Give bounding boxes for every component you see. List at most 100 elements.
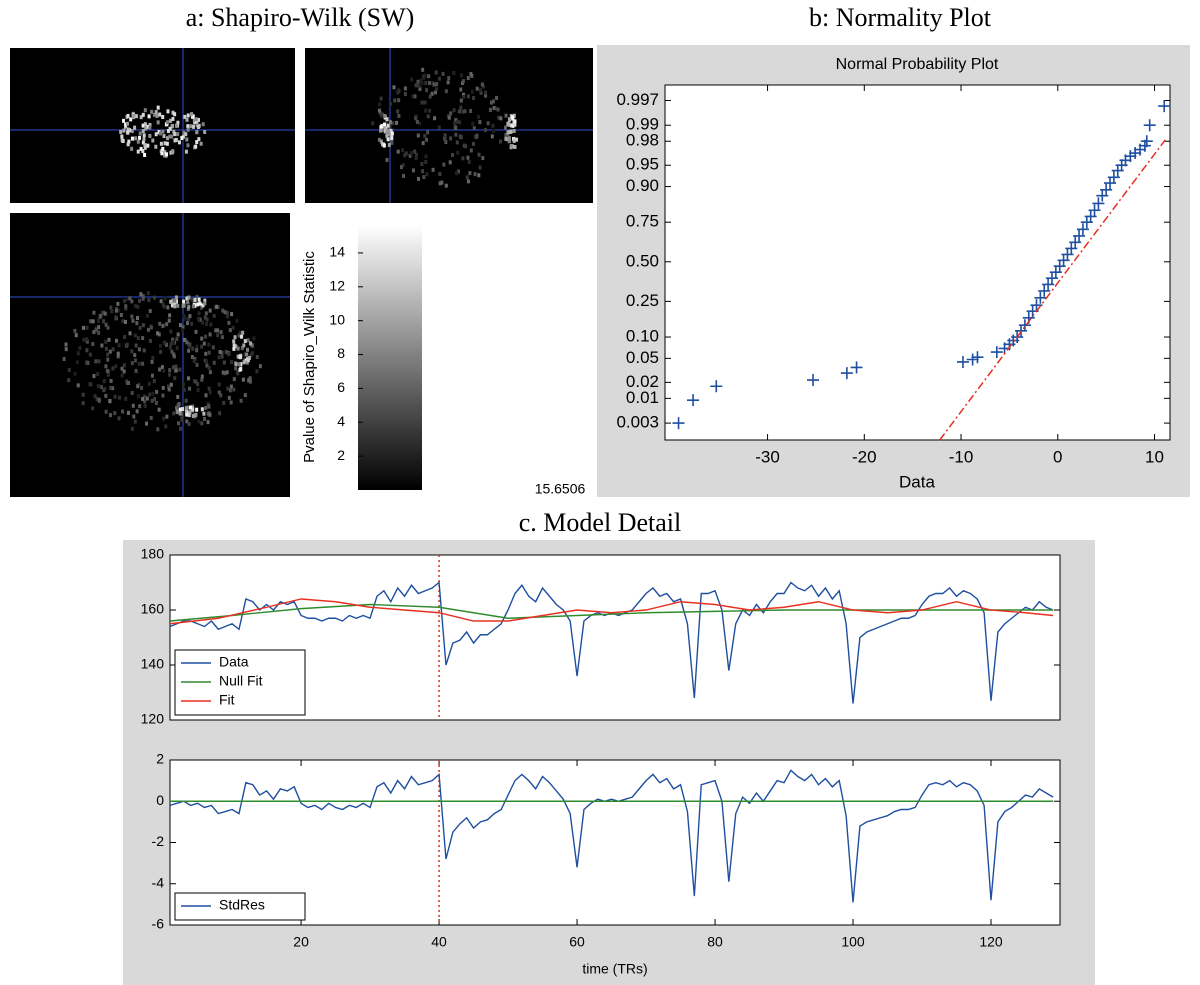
voxel — [138, 404, 142, 409]
voxel — [379, 113, 383, 118]
voxel — [117, 416, 121, 421]
voxel — [134, 368, 138, 373]
voxel — [456, 169, 460, 174]
voxel — [173, 376, 177, 381]
voxel — [195, 130, 199, 135]
voxel — [178, 411, 182, 416]
voxel — [130, 146, 134, 151]
voxel — [136, 384, 140, 389]
voxel — [125, 342, 129, 347]
voxel — [85, 348, 89, 353]
voxel — [513, 145, 517, 150]
voxel — [379, 96, 383, 101]
voxel — [401, 163, 405, 168]
voxel — [449, 136, 453, 141]
voxel — [203, 298, 207, 303]
voxel — [227, 395, 231, 400]
voxel — [165, 322, 169, 327]
voxel — [410, 77, 414, 82]
voxel — [155, 389, 159, 394]
voxel — [380, 127, 384, 132]
voxel — [385, 117, 389, 122]
voxel — [135, 409, 139, 414]
x-axis-label: Data — [899, 472, 935, 491]
voxel — [138, 298, 142, 303]
voxel — [100, 385, 104, 390]
voxel — [169, 118, 173, 123]
voxel — [181, 325, 185, 330]
voxel — [203, 130, 207, 135]
voxel — [176, 132, 180, 137]
voxel — [158, 112, 162, 117]
voxel — [469, 148, 473, 153]
legend-label: Data — [219, 654, 249, 670]
voxel — [74, 333, 78, 338]
voxel — [131, 318, 135, 323]
voxel — [386, 128, 390, 133]
voxel — [204, 405, 208, 410]
voxel — [159, 343, 163, 348]
voxel — [136, 304, 140, 309]
voxel — [234, 344, 238, 349]
voxel — [181, 328, 185, 333]
voxel — [197, 137, 201, 142]
voxel — [236, 346, 240, 351]
voxel — [168, 134, 172, 139]
voxel — [476, 114, 480, 119]
voxel — [114, 364, 118, 369]
voxel — [168, 368, 172, 373]
point — [840, 367, 853, 380]
voxel — [384, 126, 388, 131]
voxel — [471, 141, 475, 146]
voxel — [188, 342, 192, 347]
voxel — [232, 339, 236, 344]
voxel — [447, 76, 451, 81]
voxel — [143, 394, 147, 399]
voxel — [150, 109, 154, 114]
colorbar-label: Pvalue of Shapiro_Wilk Statistic — [301, 251, 318, 463]
voxel — [190, 355, 194, 360]
voxel — [133, 303, 137, 308]
voxel — [96, 318, 100, 323]
voxel — [484, 93, 488, 98]
voxel — [185, 405, 189, 410]
voxel — [194, 412, 198, 417]
voxel — [186, 410, 190, 415]
voxel — [106, 325, 110, 330]
voxel — [444, 183, 448, 188]
point — [850, 361, 863, 374]
voxel — [119, 313, 123, 318]
voxel — [146, 327, 150, 332]
voxel — [136, 315, 140, 320]
voxel — [486, 121, 490, 126]
voxel — [230, 360, 234, 365]
voxel — [426, 130, 430, 135]
voxel — [258, 364, 262, 369]
voxel — [188, 410, 192, 415]
voxel — [471, 121, 475, 126]
voxel — [220, 350, 224, 355]
voxel — [128, 296, 132, 301]
voxel — [134, 358, 138, 363]
voxel — [171, 365, 175, 370]
voxel — [241, 330, 245, 335]
colorbar-tick-label: 12 — [329, 278, 345, 294]
voxel — [200, 374, 204, 379]
y-tick-label: 2 — [156, 751, 164, 767]
voxel — [185, 419, 189, 424]
voxel — [123, 299, 127, 304]
voxel — [152, 112, 156, 117]
point — [1065, 242, 1078, 255]
voxel — [161, 114, 165, 119]
voxel — [143, 145, 147, 150]
panel-title: b: Normality Plot — [809, 3, 992, 32]
legend-label: Fit — [219, 692, 235, 708]
voxel — [388, 120, 392, 125]
voxel — [425, 172, 429, 177]
voxel — [437, 76, 441, 81]
voxel — [460, 73, 464, 78]
voxel — [176, 403, 180, 408]
voxel — [403, 86, 407, 91]
voxel — [208, 370, 212, 375]
voxel — [461, 109, 465, 114]
